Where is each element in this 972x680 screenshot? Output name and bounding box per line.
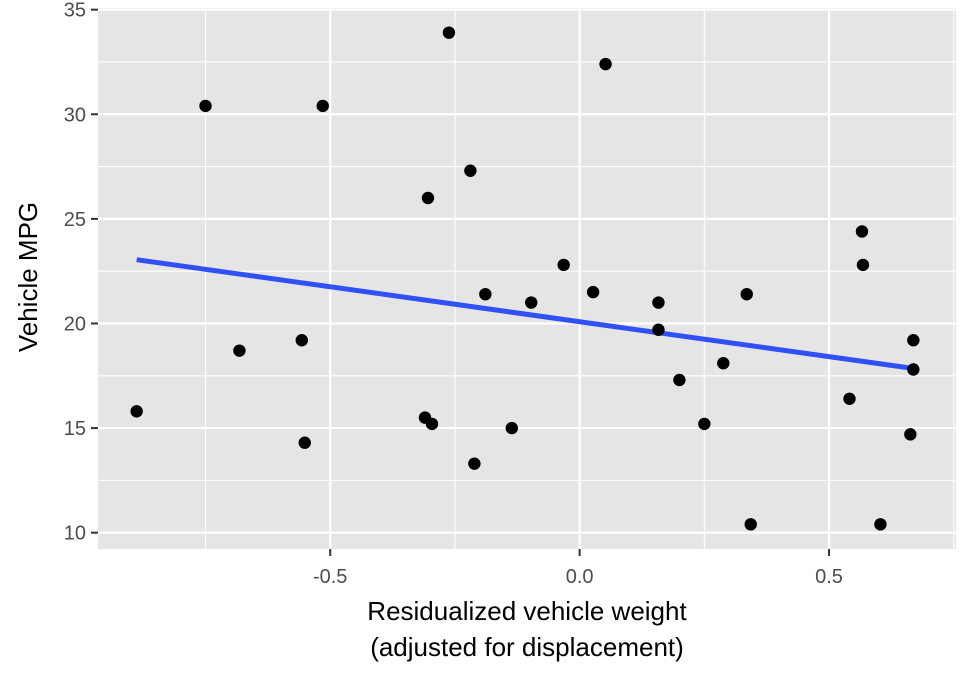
data-point <box>717 357 730 370</box>
data-point <box>599 57 612 71</box>
data-point <box>316 99 329 113</box>
x-axis-title-line1: Residualized vehicle weight <box>367 596 687 626</box>
data-point <box>479 287 492 301</box>
data-point <box>740 287 753 301</box>
y-tick-label: 20 <box>64 313 86 335</box>
x-axis-title-line2: (adjusted for displacement) <box>370 632 684 662</box>
data-point <box>557 258 570 272</box>
data-point <box>855 225 869 238</box>
x-tick-label: 0.5 <box>815 566 843 588</box>
data-point <box>698 417 711 431</box>
y-tick-label: 15 <box>64 418 86 440</box>
trend-line <box>136 257 914 371</box>
data-point <box>199 99 212 113</box>
data-point <box>525 296 538 309</box>
major-gridlines <box>98 8 956 549</box>
data-point <box>233 344 246 357</box>
data-point <box>856 258 870 272</box>
data-point <box>425 417 439 431</box>
y-axis-title: Vehicle MPG <box>13 202 43 352</box>
data-point <box>505 421 518 435</box>
data-point <box>298 436 311 449</box>
data-point <box>652 323 665 336</box>
y-axis-ticks: 10 15 20 25 30 35 <box>64 0 98 545</box>
data-point <box>843 392 856 405</box>
data-point <box>468 457 481 470</box>
x-tick-label: 0.0 <box>566 566 594 588</box>
y-tick-label: 10 <box>64 523 86 545</box>
data-point <box>652 296 665 309</box>
y-tick-label: 25 <box>64 209 86 231</box>
minor-gridlines <box>98 8 956 549</box>
x-axis-ticks: -0.5 0.0 0.5 <box>313 549 843 588</box>
y-tick-label: 30 <box>64 104 86 126</box>
data-point <box>442 26 456 39</box>
trend-line-group <box>136 257 914 371</box>
data-point <box>295 334 308 347</box>
data-point <box>586 285 600 299</box>
data-points <box>130 26 920 531</box>
data-point <box>421 191 435 205</box>
plot-panel <box>98 8 956 549</box>
data-point <box>907 334 920 347</box>
y-tick-label: 35 <box>64 0 86 22</box>
x-tick-label: -0.5 <box>313 566 347 588</box>
data-point <box>744 518 757 531</box>
data-point <box>673 373 686 387</box>
data-point <box>904 428 917 441</box>
data-point <box>874 518 887 531</box>
data-point <box>130 405 143 418</box>
data-point <box>907 363 920 376</box>
data-point <box>464 164 477 177</box>
